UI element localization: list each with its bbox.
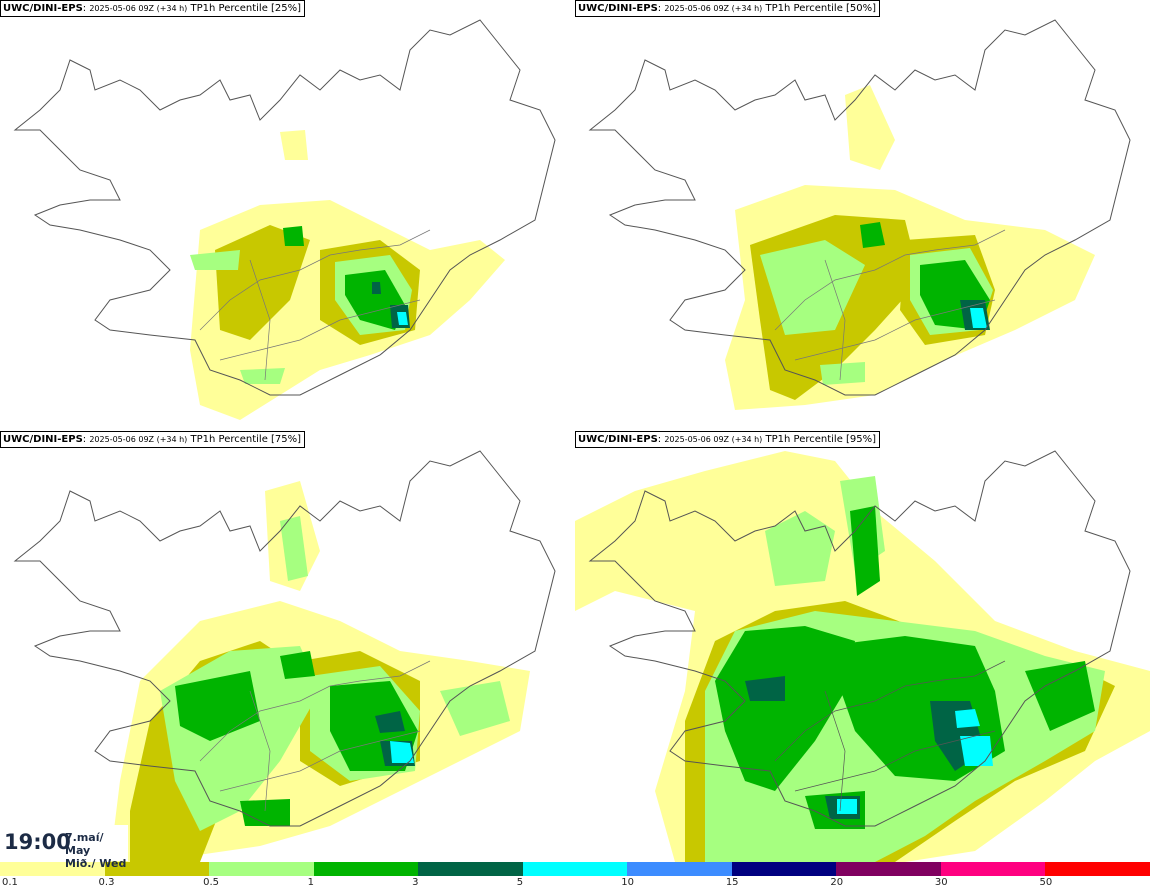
panel-title: UWC/DINI-EPS: 2025-05-06 09Z (+34 h) TP1…	[575, 431, 881, 448]
colorbar-tick-label: 0.1	[2, 877, 18, 888]
colorbar-swatch	[209, 862, 314, 876]
colorbar-swatch	[731, 862, 837, 876]
colorbar-swatch	[522, 862, 628, 876]
colorbar-ticks: 0.1 0.3 0.5 1 3 5 10 15 20 30 50	[0, 876, 1150, 891]
precip-map	[575, 450, 1150, 862]
precip-map	[13, 19, 556, 420]
valid-time: 19:00	[4, 830, 71, 854]
valid-date-line-2: Mið./ Wed	[65, 857, 127, 870]
colorbar-tick-label: 15	[725, 877, 739, 888]
colorbar-tick-label: 1	[307, 877, 314, 888]
precip-areas	[575, 451, 1150, 862]
colorbar-tick-label: 20	[830, 877, 844, 888]
panel-title: UWC/DINI-EPS: 2025-05-06 09Z (+34 h) TP1…	[0, 0, 306, 17]
colorbar-tick-label: 0.5	[203, 877, 219, 888]
panel-title: UWC/DINI-EPS: 2025-05-06 09Z (+34 h) TP1…	[575, 0, 881, 17]
roads	[199, 660, 431, 812]
map-panel-p95: UWC/DINI-EPS: 2025-05-06 09Z (+34 h) TP1…	[575, 431, 1150, 862]
colorbar-tick-label: 30	[934, 877, 948, 888]
panel-title: UWC/DINI-EPS: 2025-05-06 09Z (+34 h) TP1…	[0, 431, 306, 448]
coastline	[588, 450, 1131, 827]
colorbar-tick-label: 3	[412, 877, 419, 888]
colorbar-swatch	[1045, 862, 1150, 876]
roads	[774, 660, 1006, 812]
colorbar-swatch	[836, 862, 941, 876]
colorbar-swatch	[104, 862, 210, 876]
valid-time-box: 19:00 7.maí/ May Mið./ Wed	[0, 825, 128, 870]
colorbar-tick-label: 50	[1039, 877, 1053, 888]
colorbar-tick-label: 5	[516, 877, 524, 888]
roads	[774, 229, 1006, 381]
colorbar-swatch	[627, 862, 732, 876]
colorbar-swatch	[940, 862, 1046, 876]
precip-areas	[725, 85, 1095, 410]
map-panel-p75: UWC/DINI-EPS: 2025-05-06 09Z (+34 h) TP1…	[0, 431, 575, 862]
valid-date: 7.maí/ May Mið./ Wed	[65, 831, 128, 870]
colorbar-swatch	[0, 862, 105, 876]
precip-areas	[110, 481, 530, 862]
coastline	[13, 450, 556, 827]
map-panel-p25: UWC/DINI-EPS: 2025-05-06 09Z (+34 h) TP1…	[0, 0, 575, 431]
precip-map	[13, 450, 556, 862]
map-panel-p50: UWC/DINI-EPS: 2025-05-06 09Z (+34 h) TP1…	[575, 0, 1150, 431]
precip-colorbar	[0, 862, 1150, 876]
colorbar-tick-label: 0.3	[98, 877, 115, 888]
coastline	[13, 19, 556, 396]
colorbar-swatch	[418, 862, 523, 876]
roads	[199, 229, 431, 381]
coastline	[588, 19, 1131, 396]
precip-map	[588, 19, 1131, 410]
valid-date-line-1: 7.maí/ May	[65, 831, 104, 857]
colorbar-tick-label: 10	[621, 877, 634, 888]
colorbar-swatch	[313, 862, 419, 876]
precip-areas	[190, 130, 505, 420]
